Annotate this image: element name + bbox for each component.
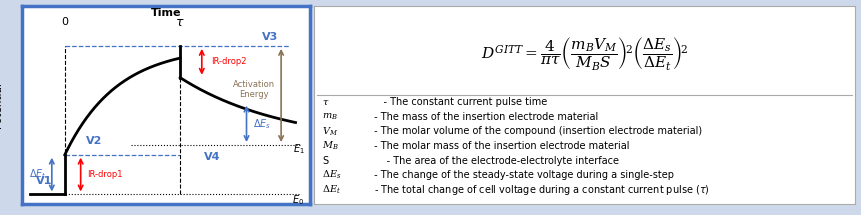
- Text: - The molar volume of the compound (insertion electrode material): - The molar volume of the compound (inse…: [371, 126, 703, 137]
- Text: - The total change of cell voltage during a constant current pulse ($\tau$): - The total change of cell voltage durin…: [371, 183, 709, 197]
- Text: Potential: Potential: [0, 82, 3, 128]
- Text: S: S: [322, 155, 329, 166]
- Text: $\tau$: $\tau$: [176, 16, 185, 29]
- Text: $\Delta E_s$: $\Delta E_s$: [253, 117, 271, 131]
- Text: V2: V2: [85, 136, 102, 146]
- Text: $\Delta E_s$: $\Delta E_s$: [322, 169, 342, 181]
- Text: - The molar mass of the insertion electrode material: - The molar mass of the insertion electr…: [371, 141, 629, 151]
- Text: - The mass of the insertion electrode material: - The mass of the insertion electrode ma…: [371, 112, 598, 122]
- Text: $\Delta E_t$: $\Delta E_t$: [28, 168, 46, 181]
- Text: - The constant current pulse time: - The constant current pulse time: [371, 97, 548, 107]
- Text: V1: V1: [36, 175, 53, 186]
- Text: V4: V4: [204, 152, 220, 162]
- Text: Time: Time: [151, 8, 181, 18]
- Text: 0: 0: [61, 17, 68, 27]
- Text: $m_B$: $m_B$: [322, 112, 338, 122]
- Text: $\tau$: $\tau$: [322, 97, 330, 107]
- Text: - The change of the steady-state voltage during a single-step: - The change of the steady-state voltage…: [371, 170, 674, 180]
- Text: $E_1$: $E_1$: [293, 142, 304, 156]
- Text: V3: V3: [262, 32, 278, 42]
- Text: Activation
Energy: Activation Energy: [232, 80, 275, 99]
- Text: $\Delta E_t$: $\Delta E_t$: [322, 183, 341, 196]
- Text: IR-drop2: IR-drop2: [212, 57, 247, 66]
- Text: $D^{GITT} = \dfrac{4}{\pi\tau}\left(\dfrac{m_B V_M}{M_B S}\right)^{\!2}\left(\df: $D^{GITT} = \dfrac{4}{\pi\tau}\left(\dfr…: [480, 35, 689, 72]
- Text: $V_M$: $V_M$: [322, 125, 338, 138]
- Text: - The area of the electrode-electrolyte interface: - The area of the electrode-electrolyte …: [371, 155, 619, 166]
- Text: IR-drop1: IR-drop1: [88, 170, 123, 179]
- Text: $E_0$: $E_0$: [293, 193, 305, 207]
- Text: $M_B$: $M_B$: [322, 140, 339, 152]
